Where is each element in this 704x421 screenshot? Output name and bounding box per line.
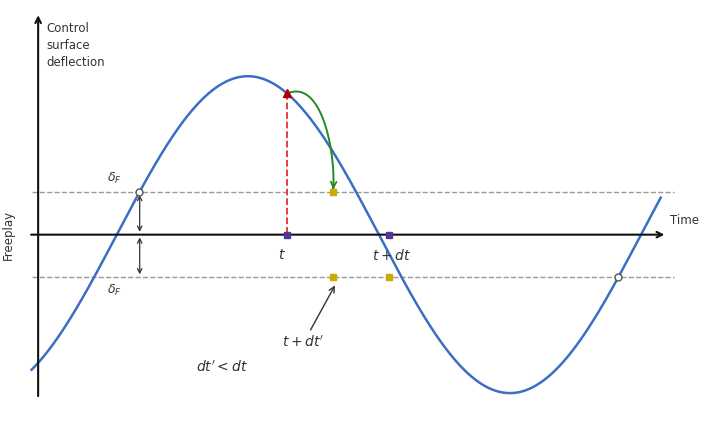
Text: $dt' < dt$: $dt' < dt$ — [196, 360, 248, 376]
Text: $t$: $t$ — [278, 248, 286, 262]
Text: Control
surface
deflection: Control surface deflection — [46, 22, 105, 69]
Text: $t + dt$: $t + dt$ — [372, 248, 412, 263]
Text: Freeplay: Freeplay — [2, 210, 15, 260]
Text: Time: Time — [670, 214, 700, 227]
Text: $\delta_F$: $\delta_F$ — [107, 171, 122, 187]
Text: $\delta_F$: $\delta_F$ — [107, 283, 122, 298]
Text: $t + dt'$: $t + dt'$ — [282, 287, 334, 350]
